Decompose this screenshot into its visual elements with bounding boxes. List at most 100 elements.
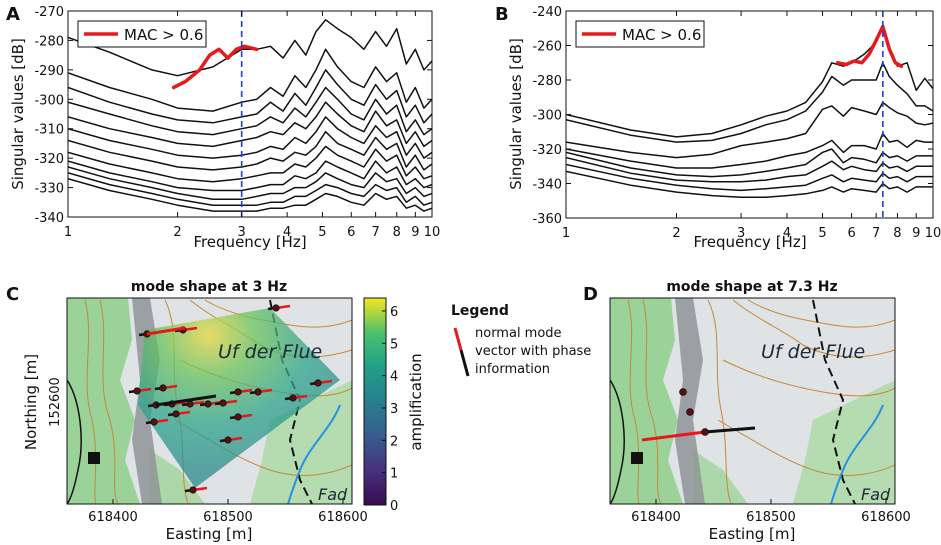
map-d-boundary (812, 299, 856, 504)
chart-a-ytick-label: -330 (34, 182, 64, 197)
chart-b-series-3 (566, 101, 933, 159)
chart-b-series-2 (566, 62, 933, 143)
chart-a-xtick-label: 7 (371, 225, 379, 240)
chart-b-mac-curve (835, 24, 904, 68)
map-legend: Legend normal mode vector with phase inf… (451, 303, 591, 377)
chart-a-xtick-label: 9 (411, 225, 419, 240)
map-c-station (172, 410, 180, 418)
chart-a-series-11 (68, 172, 432, 206)
chart-a-ytick-label: -300 (34, 93, 64, 108)
map-d-road (610, 379, 625, 504)
map-c-ylabel: Northing [m] (22, 354, 40, 450)
panel-label-a: A (6, 4, 20, 25)
chart-a-series-10 (68, 166, 432, 201)
map-c-xtick-2: 618500 (203, 510, 253, 525)
chart-b-xtick-label: 2 (672, 226, 680, 241)
chart-b-xtick-label: 3 (737, 226, 745, 241)
map-d-forest-west (610, 298, 683, 504)
map-c-amplification-surface (138, 308, 340, 488)
chart-a-ytick-label: -320 (34, 152, 64, 167)
chart-a-xlabel: Frequency [Hz] (193, 233, 306, 251)
map-c-frame (66, 297, 353, 505)
chart-a: 1 2 3 4 5 6 7 8 9 10 -340 -330 -320 -310 -300 -290 -280 -… (9, 5, 440, 251)
chart-a-xtick-label: 8 (393, 225, 401, 240)
map-d-forest-south (693, 450, 748, 504)
chart-a-xtick-label: 10 (424, 225, 441, 240)
map-d-place-name-2: Fad (861, 485, 891, 504)
map-c-station (289, 394, 297, 402)
chart-b-legend-label: MAC > 0.6 (622, 26, 701, 44)
chart-b-series-5 (566, 148, 933, 178)
colorbar-tick-label: 4 (390, 370, 398, 385)
chart-a-series-7 (68, 130, 432, 171)
chart-b-ytick-label: -240 (532, 5, 562, 20)
chart-b-series-8 (566, 170, 933, 199)
map-legend-line-2: vector with phase (475, 344, 591, 359)
colorbar-tick-label: 0 (390, 499, 398, 514)
colorbar-ticks: 0 1 2 3 4 5 6 (382, 305, 398, 514)
chart-a-axes-box (67, 10, 433, 218)
chart-a-xtick-label: 2 (173, 225, 181, 240)
chart-a-series-12 (68, 177, 432, 212)
chart-b-ytick-label: -360 (532, 212, 562, 227)
chart-a-xtick-label: 1 (64, 225, 72, 240)
map-c-road (67, 379, 82, 504)
map-c-station (186, 400, 194, 408)
colorbar-gradient (363, 297, 387, 506)
map-c-station (234, 388, 242, 396)
chart-a-ytick-label: -290 (34, 64, 64, 79)
colorbar-tick-label: 5 (390, 337, 398, 352)
chart-a-series-4 (68, 86, 432, 136)
chart-b-ytick-label: -260 (532, 40, 562, 55)
chart-b-xlabel: Frequency [Hz] (693, 233, 806, 251)
colorbar-label: amplification (407, 353, 425, 450)
map-d-contours (627, 299, 895, 504)
chart-b-ylabel: Singular values [dB] (507, 38, 525, 190)
map-c-xtick-1: 618400 (88, 510, 138, 525)
chart-a-ytick-label: -270 (34, 5, 64, 20)
map-c-xlabel: Easting [m] (166, 525, 253, 543)
map-c-station (219, 399, 227, 407)
chart-a-series-6 (68, 116, 432, 159)
chart-b-xtick-label: 5 (818, 226, 826, 241)
chart-b-xtick-label: 6 (847, 226, 855, 241)
map-c-vectors (128, 304, 333, 494)
chart-a-series-3 (68, 69, 432, 124)
map-c-station (314, 379, 322, 387)
map-c-station (254, 388, 262, 396)
map-c-place-name: Uf der Flue (218, 341, 322, 363)
map-c-ytick: 152600 (48, 377, 63, 427)
chart-a-xtick-label: 4 (283, 225, 291, 240)
map-d-ticks: 618400 618500 618600 (631, 499, 911, 525)
chart-a-mac-curve (171, 44, 259, 90)
map-d-xtick-3: 618600 (861, 510, 911, 525)
map-d-station (686, 408, 694, 416)
map-c-station (272, 304, 280, 312)
map-d-vector-red (641, 430, 706, 442)
map-legend-black-segment (459, 349, 470, 377)
map-d-place-name: Uf der Flue (761, 341, 865, 363)
chart-b-plot-area (566, 11, 933, 218)
map-c-xtick-3: 618600 (318, 510, 368, 525)
map-d-xlabel: Easting [m] (709, 525, 796, 543)
map-c-vector-long-red (146, 326, 186, 336)
chart-a-xtick-label: 3 (238, 225, 246, 240)
map-c-ticks: 618400 618500 618600 152600 (48, 377, 368, 525)
map-c: Uf der Flue Fad (67, 298, 352, 504)
chart-a-series-8 (68, 145, 432, 183)
chart-a-legend: MAC > 0.6 (77, 20, 207, 48)
map-c-station (204, 400, 212, 408)
chart-a-series-2 (68, 48, 432, 112)
chart-b-series-7 (566, 163, 933, 192)
map-c-station (150, 418, 158, 426)
map-d-building (631, 452, 643, 464)
chart-a-legend-label: MAC > 0.6 (124, 26, 203, 44)
map-d-xtick-1: 618400 (631, 510, 681, 525)
chart-b-ytick-label: -280 (532, 74, 562, 89)
map-c-station (133, 387, 141, 395)
chart-b-ytick-label: -320 (532, 143, 562, 158)
panel-label-c: C (6, 284, 19, 305)
map-d-cliff (675, 298, 705, 504)
map-c-station (189, 486, 197, 494)
